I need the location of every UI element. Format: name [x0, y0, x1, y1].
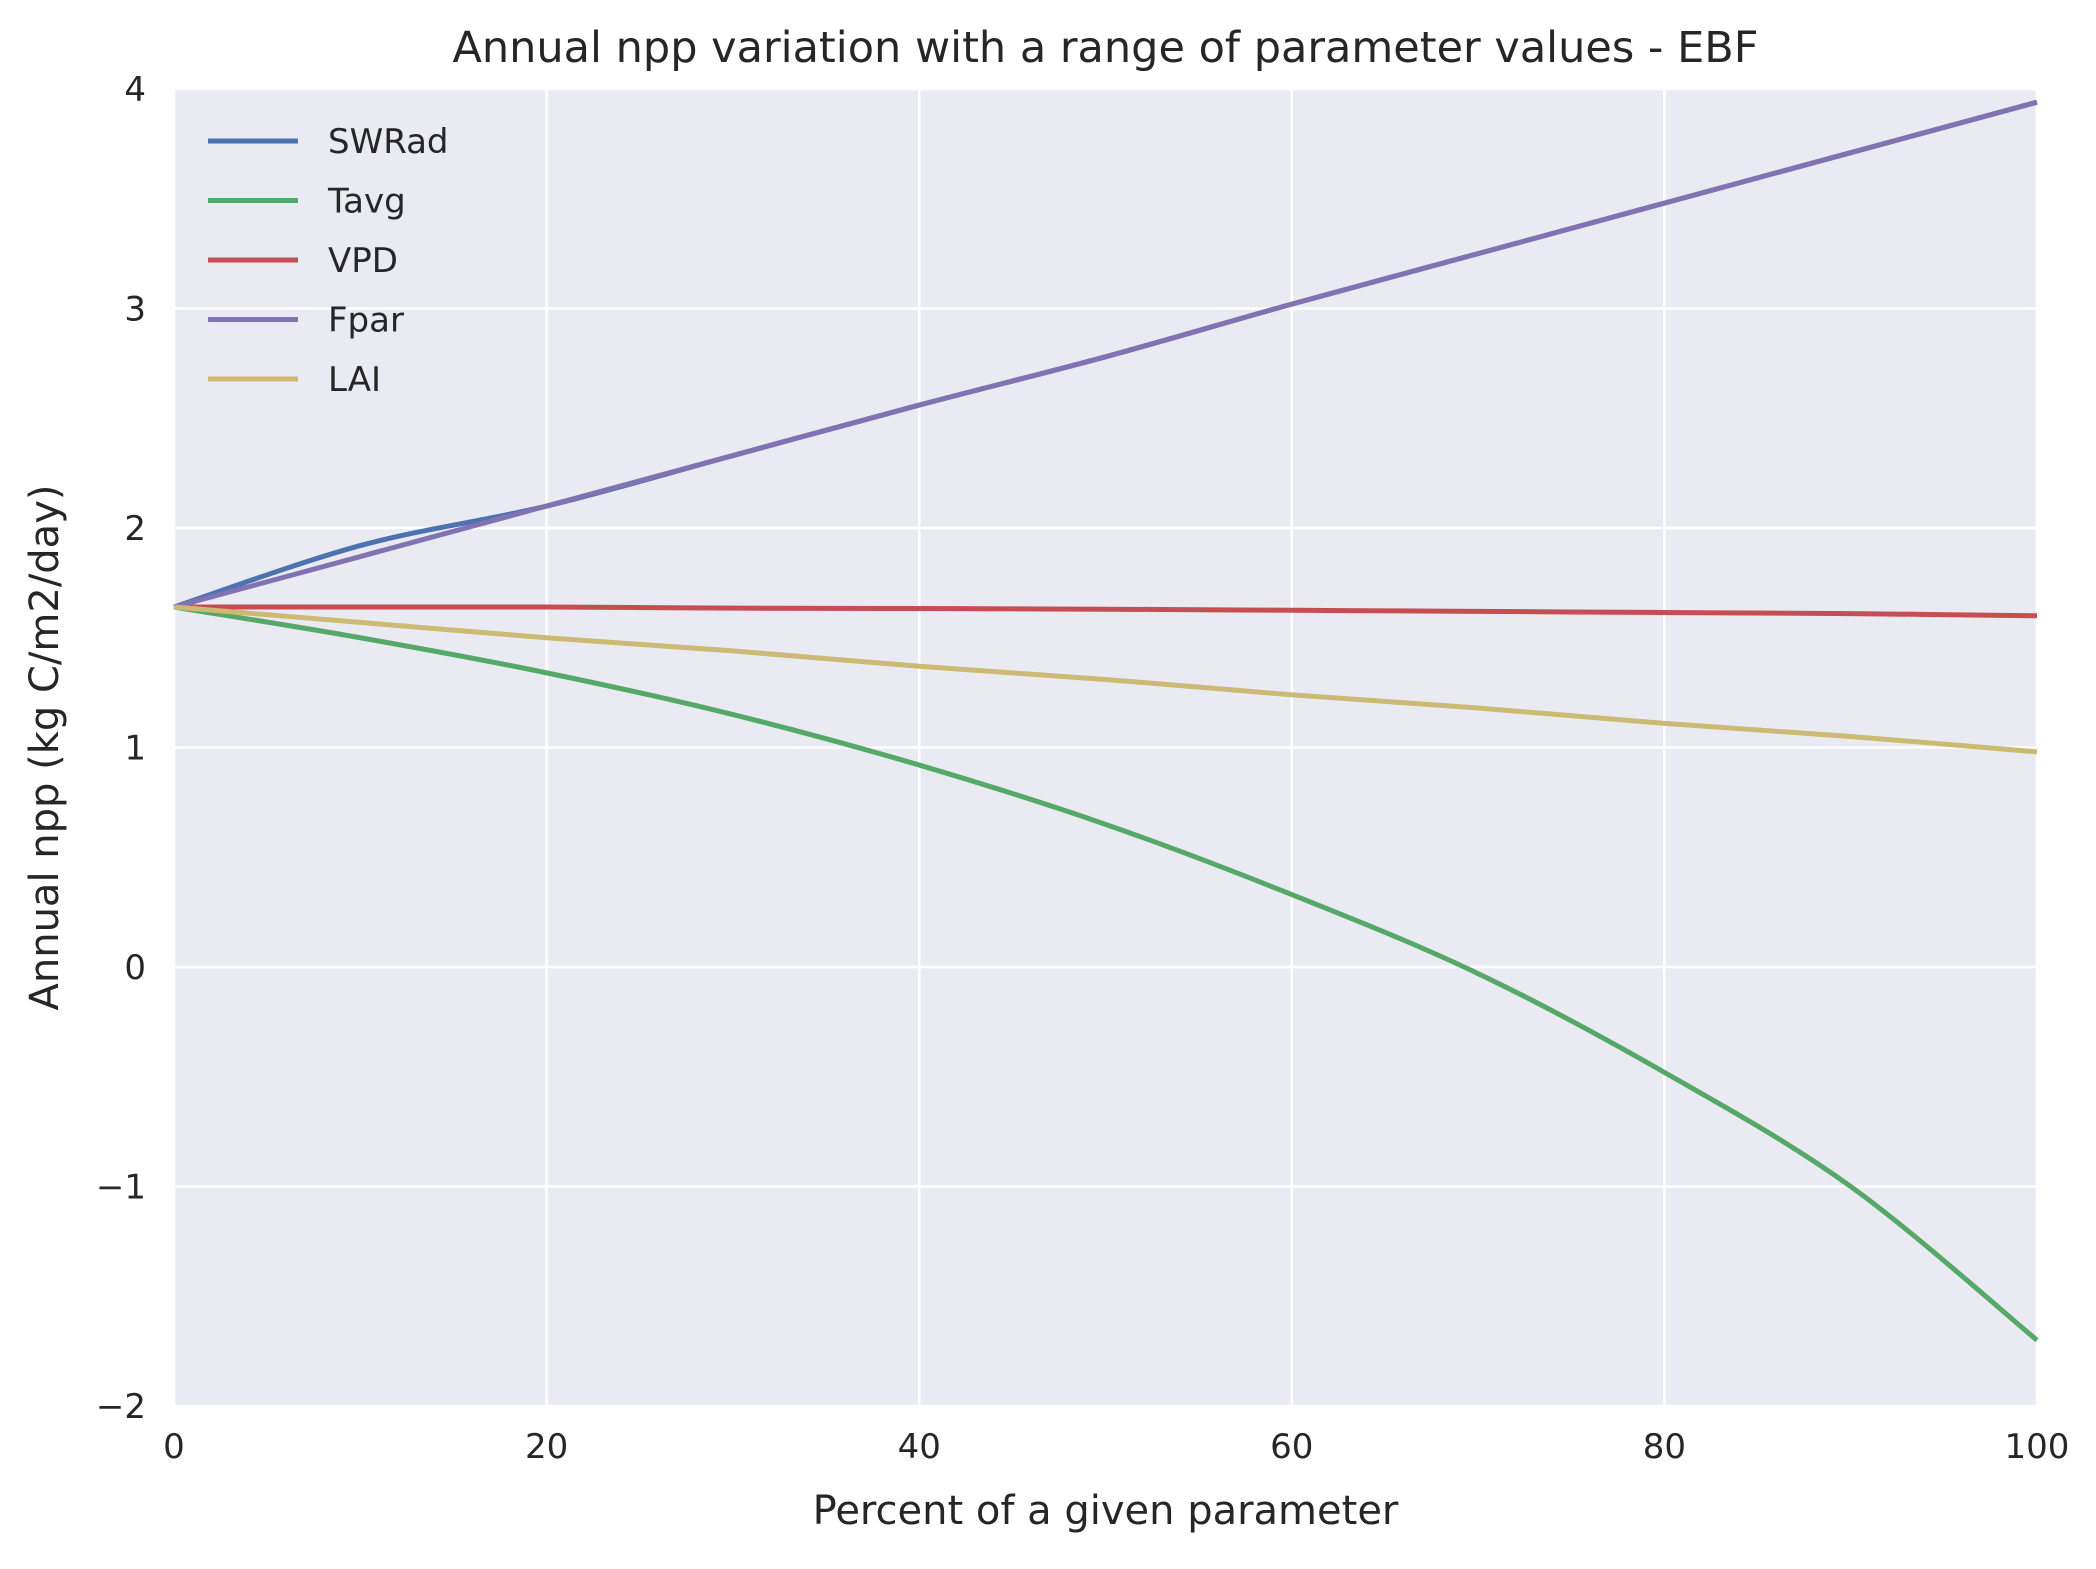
- x-axis-label: Percent of a given parameter: [813, 1488, 1399, 1534]
- legend-label-swrad: SWRad: [328, 122, 449, 162]
- y-tick-label: 1: [124, 729, 146, 769]
- chart-title: Annual npp variation with a range of par…: [453, 23, 1759, 73]
- x-tick-label: 80: [1643, 1427, 1686, 1467]
- series-line-lai: [173, 604, 2038, 755]
- y-tick-label: 0: [124, 948, 146, 988]
- y-tick-label: 3: [124, 290, 146, 330]
- x-tick-labels: 0 20 40 60 80 100: [163, 1427, 2069, 1467]
- x-tick-label: 60: [1270, 1427, 1313, 1467]
- series-line-tavg: [173, 604, 2039, 1343]
- y-tick-label: −1: [96, 1168, 146, 1208]
- y-tick-labels: −2 −1 0 1 2 3 4: [96, 70, 146, 1427]
- y-tick-label: 2: [124, 509, 146, 549]
- x-tick-label: 40: [898, 1427, 941, 1467]
- series-line-fpar: [173, 99, 2038, 610]
- legend-label-fpar: Fpar: [328, 301, 404, 341]
- legend: SWRad Tavg VPD Fpar LAI: [208, 122, 449, 400]
- x-tick-label: 20: [525, 1427, 568, 1467]
- legend-label-vpd: VPD: [328, 241, 398, 281]
- series-lines: [173, 99, 2039, 1343]
- legend-label-lai: LAI: [328, 360, 381, 400]
- y-tick-label: 4: [124, 70, 146, 110]
- x-tick-label: 0: [163, 1427, 185, 1467]
- gridlines: [172, 87, 2039, 1408]
- y-tick-label: −2: [96, 1387, 146, 1427]
- legend-label-tavg: Tavg: [327, 182, 406, 222]
- x-tick-label: 100: [2005, 1427, 2070, 1467]
- y-axis-label: Annual npp (kg C/m2/day): [22, 485, 68, 1011]
- series-line-vpd: [174, 604, 2038, 619]
